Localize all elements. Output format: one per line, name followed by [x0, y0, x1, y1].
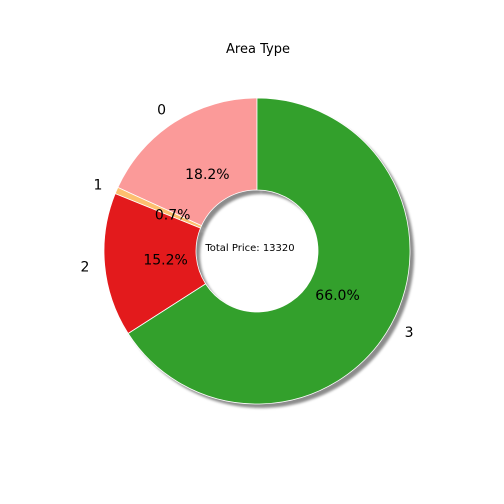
slice-2	[103, 193, 207, 335]
slice-0	[117, 97, 258, 227]
pct-label-1: 0.7%	[155, 208, 191, 224]
category-label-0: 0	[157, 102, 166, 118]
pct-label-2: 15.2%	[143, 252, 187, 268]
category-label-1: 1	[93, 177, 102, 193]
labels: 18.2% 0 0.7% 1 15.2% 2 66.0% 3	[80, 102, 413, 340]
category-label-3: 3	[405, 325, 414, 341]
center-total-price: Total Price: 13320	[204, 243, 294, 254]
category-label-2: 2	[80, 260, 89, 276]
chart-title: Area Type	[226, 42, 290, 57]
pct-label-3: 66.0%	[315, 288, 359, 304]
slices	[103, 97, 411, 405]
slice-3	[127, 97, 411, 405]
pct-label-0: 18.2%	[185, 167, 229, 183]
